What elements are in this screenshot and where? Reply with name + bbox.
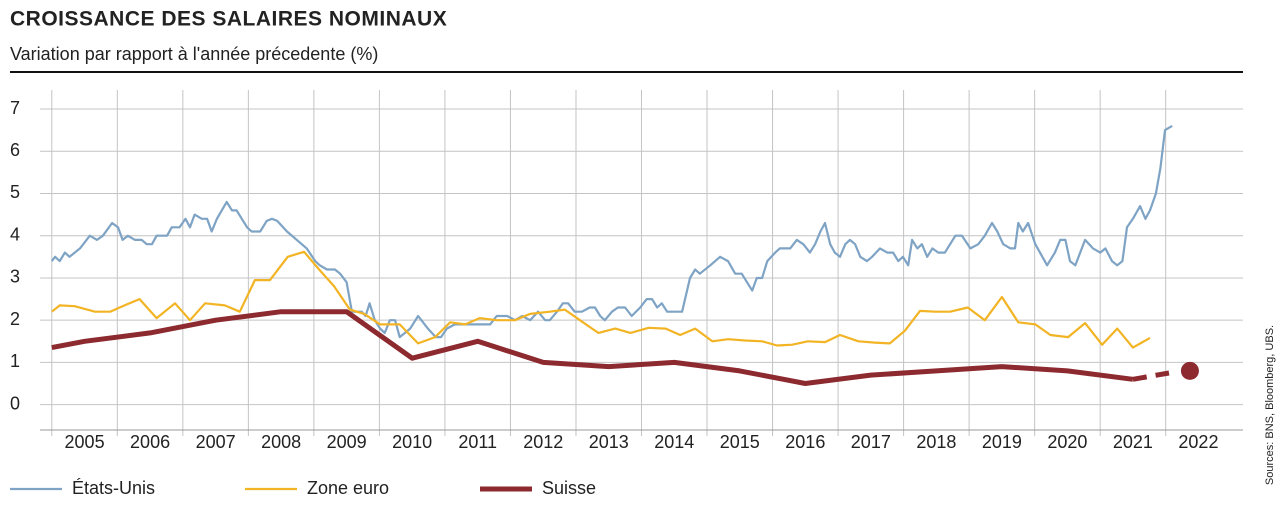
forecast-point (1180, 361, 1199, 380)
source: Sources: BNS, Bloomberg, UBS. (1264, 325, 1276, 485)
x-tick-label: 2008 (261, 432, 301, 452)
line (51, 250, 1151, 349)
x-tick-label: 2018 (916, 432, 956, 452)
legend-label: Suisse (542, 478, 596, 498)
y-tick-label: 4 (10, 224, 20, 244)
x-tick-label: 2015 (720, 432, 760, 452)
y-tick-label: 1 (10, 351, 20, 371)
legend-label: Zone euro (307, 478, 389, 498)
x-tick-label: 2010 (392, 432, 432, 452)
x-tick-label: 2013 (589, 432, 629, 452)
y-tick-label: 7 (10, 98, 20, 118)
x-tick-label: 2009 (327, 432, 367, 452)
line (50, 124, 1173, 339)
x-tick-label: 2017 (851, 432, 891, 452)
legend-label: États-Unis (72, 478, 155, 498)
y-tick-label: 5 (10, 182, 20, 202)
x-tick-label: 2011 (458, 432, 497, 452)
line (51, 309, 1134, 386)
x-tick-label: 2016 (785, 432, 825, 452)
x-tick-label: 2019 (982, 432, 1022, 452)
x-tick-label: 2012 (523, 432, 563, 452)
y-tick-label: 3 (10, 267, 20, 287)
x-tick-label: 2022 (1178, 432, 1218, 452)
y-tick-label: 2 (10, 309, 20, 329)
chart-subtitle: Variation par rapport à l'année préceden… (10, 44, 378, 64)
line-forecast (1132, 370, 1170, 382)
x-tick-label: 2021 (1113, 432, 1153, 452)
chart-title: CROISSANCE DES SALAIRES NOMINAUX (10, 8, 447, 31)
x-tick-label: 2020 (1047, 432, 1087, 452)
x-tick-label: 2014 (654, 432, 694, 452)
x-tick-label: 2007 (196, 432, 236, 452)
x-tick-label: 2006 (130, 432, 170, 452)
y-tick-label: 6 (10, 140, 20, 160)
x-tick-label: 2005 (65, 432, 105, 452)
y-tick-label: 0 (10, 393, 20, 413)
